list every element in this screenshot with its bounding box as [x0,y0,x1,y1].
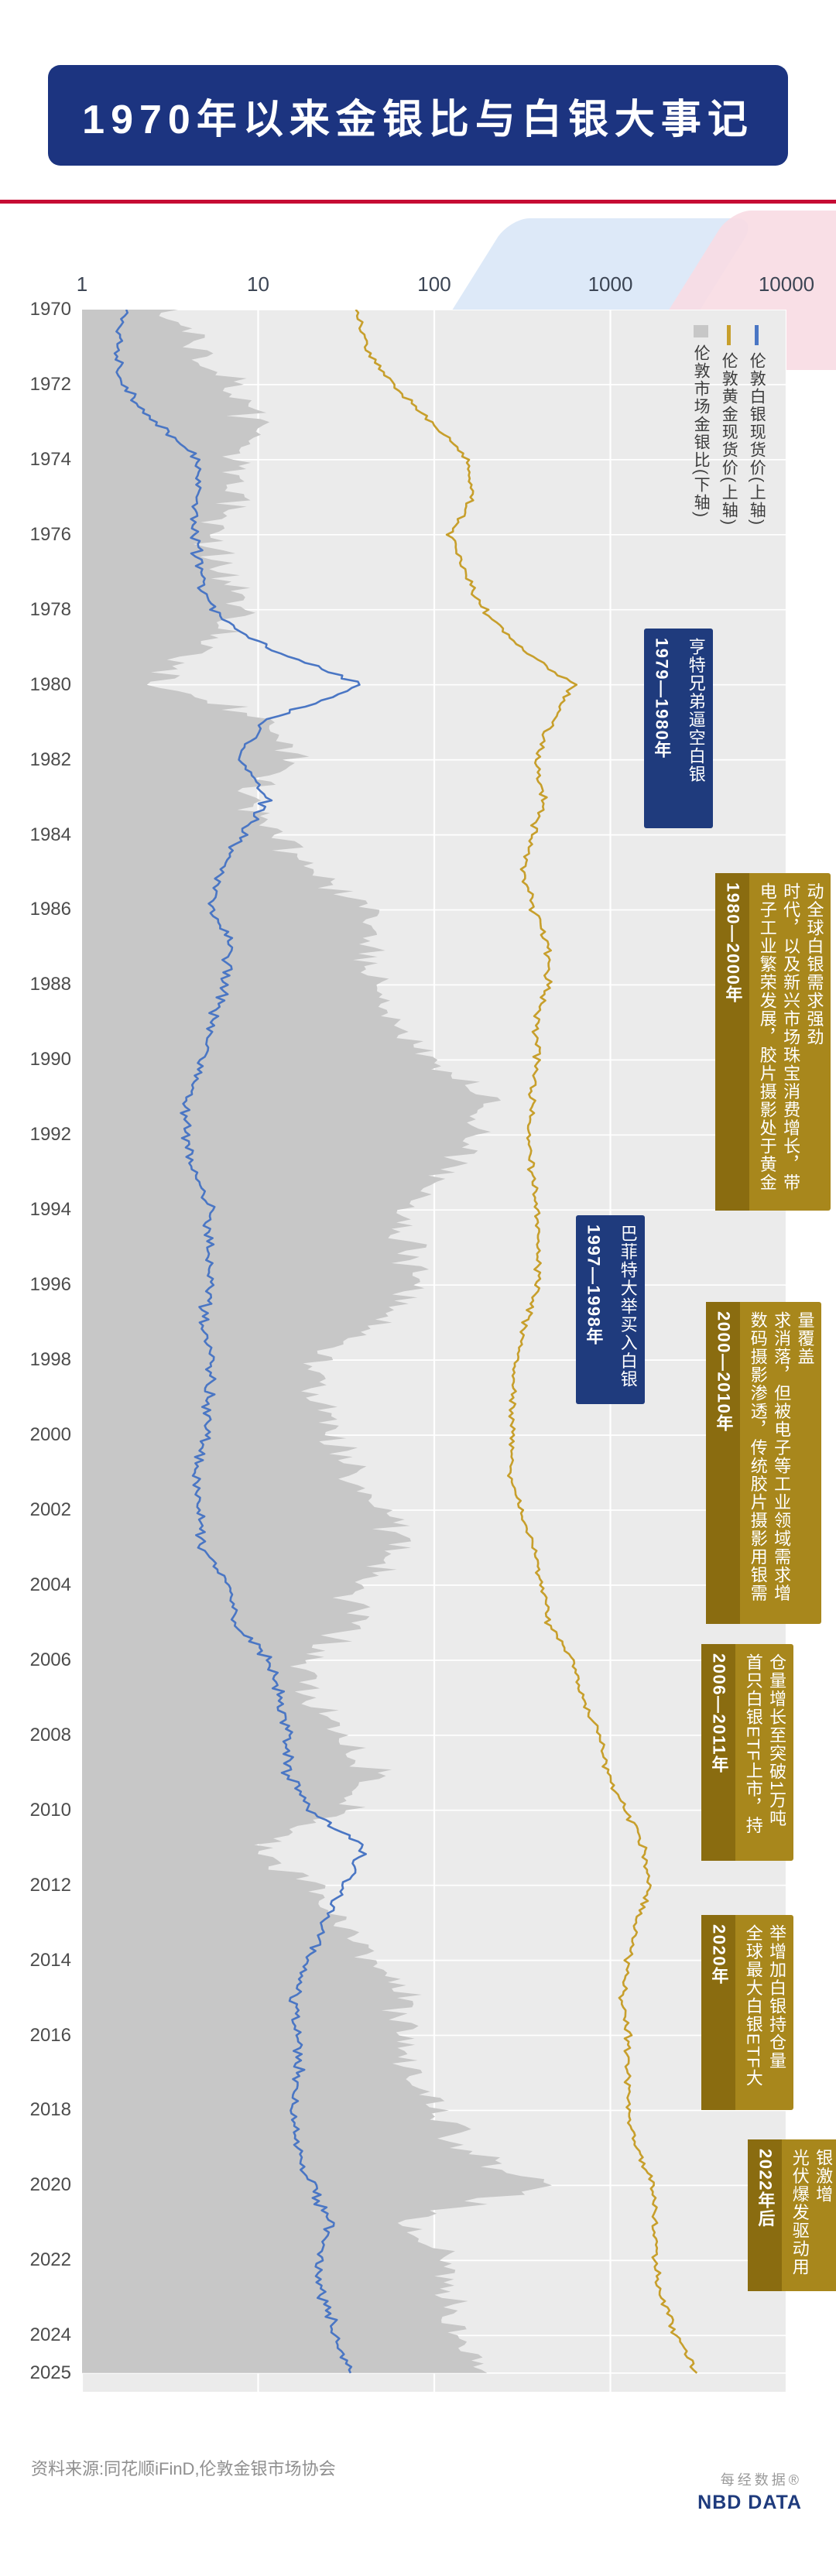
annotation-text: 数码摄影渗透，传统胶片摄影用银需求消落，但被电子等工业领域需求增量覆盖 [748,1311,815,1602]
year-tick-label: 1978 [29,598,71,620]
year-tick-label: 1974 [29,448,71,470]
year-tick-label: 2022 [29,2249,71,2271]
annotation-period: 1997—1998年 [584,1225,604,1346]
year-tick-label: 1982 [29,748,71,770]
year-tick-label: 1980 [29,673,71,695]
legend-item-silver-price: 伦敦白银现货价(上轴) [748,325,766,526]
legend-item-gold-price: 伦敦黄金现货价(上轴) [720,325,738,526]
brand-chinese-text: 每经数据® [720,2472,802,2488]
annotation-2000-2010-digital-photography: 2000—2010年 数码摄影渗透，传统胶片摄影用银需求消落，但被电子等工业领域… [706,1302,822,1624]
legend-swatch-gold-line [727,325,732,345]
year-tick-label: 1992 [29,1124,71,1146]
annotation-1980-2000-industry-demand: 1980—2000年 电子工业繁荣发展，胶片摄影处于黄金时代，以及新兴市场珠宝消… [715,873,831,1211]
year-tick-label: 1972 [29,373,71,395]
page-title: 1970年以来金银比与白银大事记 [82,97,754,142]
annotation-2022-photovoltaic: 2022年后 光伏爆发驱动用银激增 [748,2139,836,2291]
x-axis-tick-label: 100 [417,272,451,296]
x-axis-tick-label: 1000 [588,272,633,296]
annotation-2020-etf-holdings: 2020年 全球最大白银ETF大举增加白银持仓量 [701,1915,794,2110]
year-tick-label: 2014 [29,1949,71,1971]
annotation-2006-2011-silver-etf: 2006—2011年 首只白银ETF上市，持仓量增长至突破1万吨 [701,1644,794,1861]
annotation-period: 1980—2000年 [715,873,750,1211]
year-tick-label: 1986 [29,899,71,920]
annotation-period: 2022年后 [748,2139,783,2291]
legend-swatch-silver-line [755,325,759,345]
year-tick-label: 1994 [29,1199,71,1221]
annotation-text: 亨特兄弟逼空白银 [686,638,706,783]
annotation-text: 首只白银ETF上市，持仓量增长至突破1万吨 [743,1653,787,1835]
year-tick-label: 2012 [29,1874,71,1896]
annotation-1997-1998-buffett: 1997—1998年 巴菲特大举买入白银 [576,1215,645,1404]
annotation-text: 巴菲特大举买入白银 [618,1225,638,1389]
annotation-period: 2006—2011年 [701,1644,736,1861]
chart-plot [82,310,786,2392]
year-tick-label: 2024 [29,2324,71,2346]
legend-swatch-ratio-area [694,325,709,337]
year-tick-label: 2016 [29,2024,71,2046]
legend: 伦敦市场金银比(下轴) 伦敦黄金现货价(上轴) 伦敦白银现货价(上轴) [692,325,766,526]
year-tick-label: 2010 [29,1799,71,1821]
annotation-period: 1979—1980年 [652,638,672,759]
year-tick-label: 2020 [29,2174,71,2196]
x-axis-tick-label: 10000 [758,272,815,296]
legend-label-silver: 伦敦白银现货价(上轴) [748,352,766,526]
year-tick-label: 1998 [29,1349,71,1371]
year-tick-label: 2000 [29,1424,71,1446]
title-banner: 1970年以来金银比与白银大事记 [48,65,788,166]
legend-item-gold-silver-ratio: 伦敦市场金银比(下轴) [692,325,710,526]
year-tick-label: 1988 [29,974,71,995]
year-tick-label: 1990 [29,1049,71,1070]
x-axis-tick-label: 1 [76,272,88,296]
year-tick-label: 2018 [29,2099,71,2121]
year-tick-label: 2008 [29,1724,71,1745]
annotation-text: 全球最大白银ETF大举增加白银持仓量 [743,1924,787,2088]
year-tick-label: 1970 [29,299,71,320]
year-tick-label: 2006 [29,1649,71,1670]
year-tick-label: 2002 [29,1499,71,1520]
year-tick-label: 2025 [29,2362,71,2383]
legend-label-gold: 伦敦黄金现货价(上轴) [720,352,738,526]
annotation-1979-1980-hunt-brothers: 1979—1980年 亨特兄弟逼空白银 [644,629,713,828]
legend-label-ratio: 伦敦市场金银比(下轴) [692,344,711,519]
annotation-period: 2020年 [701,1915,736,2110]
x-axis-tick-label: 10 [247,272,269,296]
red-divider-line [0,200,836,204]
annotation-text: 光伏爆发驱动用银激增 [790,2149,834,2276]
nbd-data-logo: 每经数据® NBD DATA [697,2469,802,2514]
annotation-text: 电子工业繁荣发展，胶片摄影处于黄金时代，以及新兴市场珠宝消费增长，带动全球白银需… [757,882,824,1192]
year-tick-label: 1996 [29,1274,71,1296]
year-tick-label: 1976 [29,523,71,545]
brand-english-text: NBD DATA [697,2492,802,2513]
source-note: 资料来源:同花顺iFinD,伦敦金银市场协会 [31,2459,336,2478]
annotation-period: 2000—2010年 [706,1302,741,1624]
year-tick-label: 1984 [29,824,71,845]
year-tick-label: 2004 [29,1574,71,1595]
